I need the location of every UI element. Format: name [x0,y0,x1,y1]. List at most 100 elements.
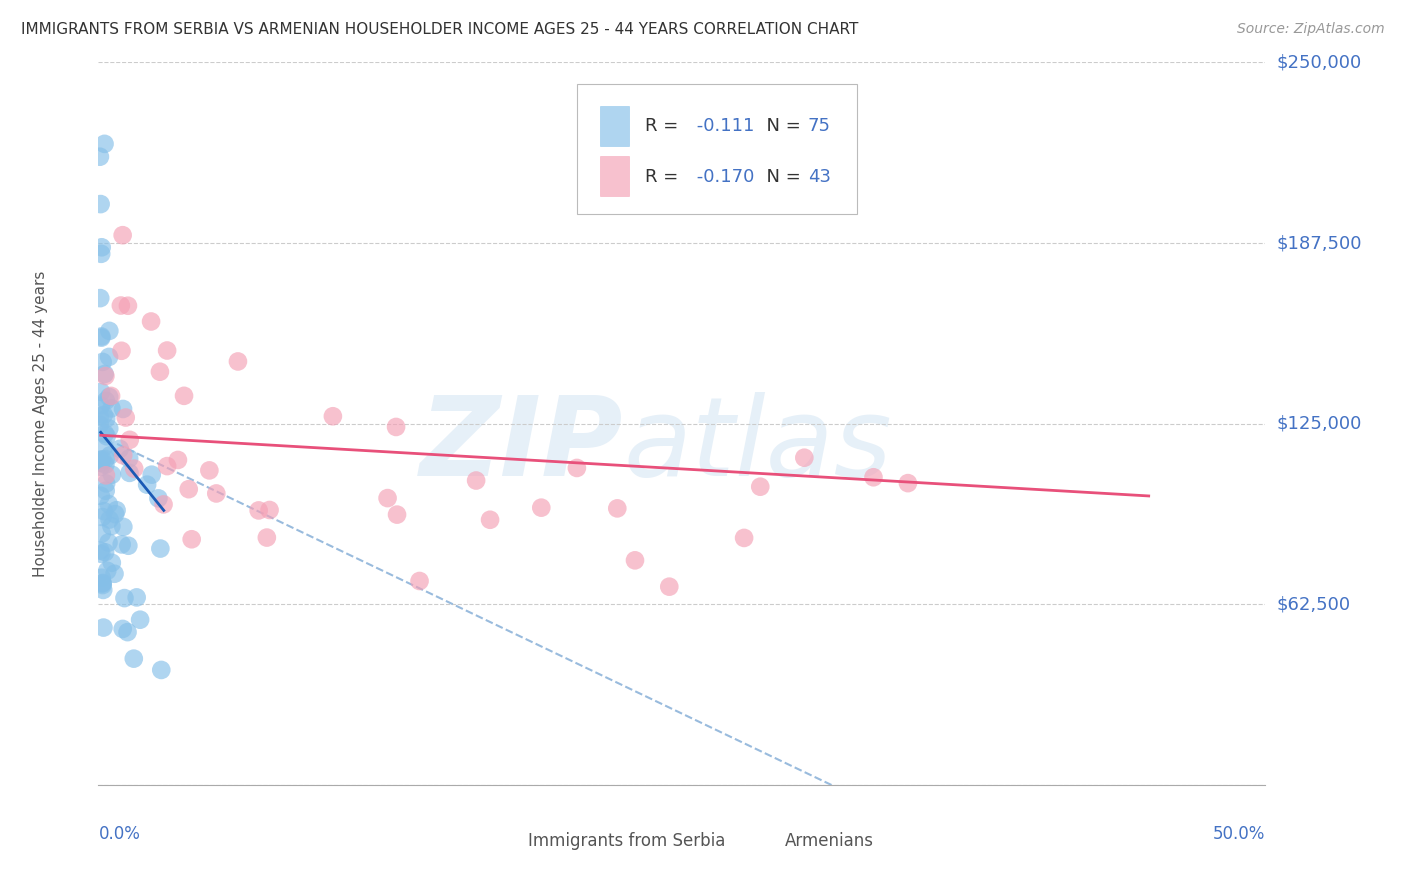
Point [100,389,122,403]
Point [118,451,141,466]
Point [90,547,112,561]
Point [96,564,118,578]
Point [117,625,139,640]
Point [98,448,121,462]
Point [94,468,117,483]
Point [606,501,628,516]
Point [408,574,430,588]
Point [118,433,141,447]
Point [385,508,408,522]
Point [94,369,117,384]
FancyBboxPatch shape [576,84,856,214]
Point [94,393,117,408]
Point [624,553,647,567]
Point [139,314,162,328]
Point [180,533,202,547]
Point [97,497,120,511]
Point [385,420,408,434]
Point [98,350,121,364]
Text: -0.170: -0.170 [692,168,755,186]
Point [122,461,145,475]
Point [90,571,112,585]
Point [136,477,159,491]
Point [259,503,281,517]
Point [897,476,920,491]
Point [98,324,121,338]
Point [93,136,115,151]
Point [100,401,122,416]
Text: 43: 43 [808,168,831,186]
Text: N =: N = [755,168,807,186]
Point [465,474,488,488]
Point [114,410,136,425]
Point [177,482,200,496]
Point [94,545,117,559]
Point [156,343,179,358]
Point [156,459,179,474]
Point [530,500,553,515]
Text: Immigrants from Serbia: Immigrants from Serbia [527,831,725,849]
Point [90,331,112,345]
Point [198,463,221,477]
Point [90,247,112,261]
Point [149,541,172,556]
Point [94,452,117,467]
Point [117,539,139,553]
Point [91,355,114,369]
Text: 75: 75 [808,117,831,135]
Point [110,299,132,313]
Point [90,329,112,343]
Point [96,476,118,491]
Point [100,519,122,533]
Point [91,510,114,524]
Text: 50.0%: 50.0% [1213,825,1265,843]
Point [125,591,148,605]
Text: ZIP: ZIP [420,392,624,499]
Point [89,409,111,424]
Point [117,299,139,313]
Text: atlas: atlas [624,392,893,499]
Point [89,543,111,558]
Point [149,365,172,379]
Text: $62,500: $62,500 [1277,595,1351,614]
Point [862,470,884,484]
Point [122,651,145,665]
Point [93,504,115,518]
Point [90,489,112,503]
Text: R =: R = [644,117,683,135]
Text: $125,000: $125,000 [1277,415,1362,433]
Point [91,582,114,597]
Point [90,459,112,474]
Point [89,456,111,470]
FancyBboxPatch shape [600,156,630,196]
Point [173,389,195,403]
Point [104,507,127,521]
Text: N =: N = [755,117,807,135]
Point [112,401,135,416]
Point [89,150,111,164]
Point [108,442,131,456]
Text: -0.111: -0.111 [692,117,755,135]
Point [91,578,114,592]
Point [112,520,135,534]
Point [94,483,117,498]
Point [90,526,112,541]
Text: 0.0%: 0.0% [98,825,141,843]
Point [129,613,152,627]
FancyBboxPatch shape [484,829,519,852]
Point [105,503,128,517]
Point [101,556,124,570]
Point [226,354,249,368]
Text: $187,500: $187,500 [1277,234,1362,252]
Point [96,429,118,443]
Point [479,513,502,527]
Point [96,411,118,425]
Point [733,531,755,545]
Point [150,663,173,677]
Point [91,576,114,591]
Point [89,417,111,432]
Point [93,621,115,635]
Point [98,422,121,436]
Point [148,491,170,506]
Point [749,480,772,494]
